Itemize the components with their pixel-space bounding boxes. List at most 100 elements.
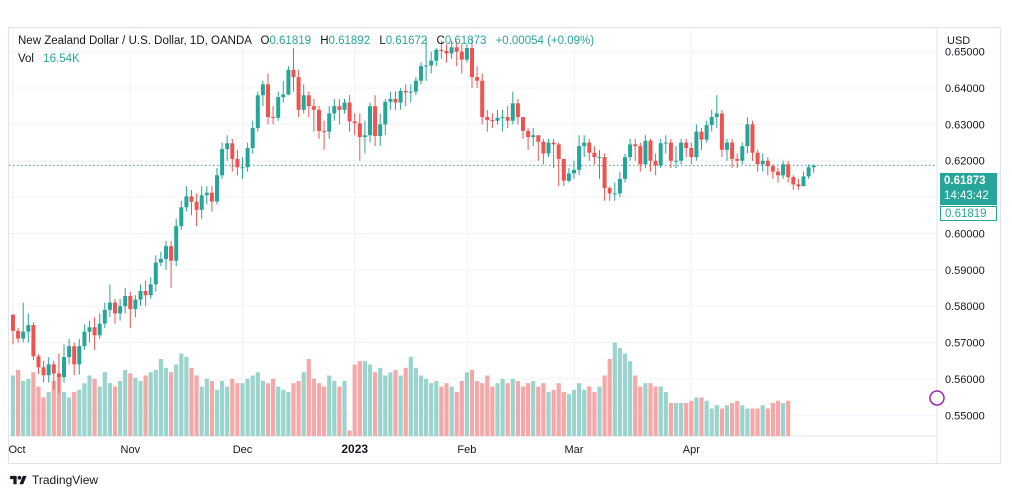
- volume-bar: [118, 381, 123, 436]
- candle: [204, 186, 209, 205]
- candle-body: [82, 331, 87, 347]
- candle: [770, 164, 775, 179]
- y-tick-label: 0.55000: [945, 410, 985, 422]
- candle: [311, 98, 316, 132]
- candle: [689, 142, 694, 165]
- candle: [755, 149, 760, 172]
- volume-bar: [281, 389, 286, 436]
- volume-bar: [174, 364, 179, 436]
- candle: [765, 157, 770, 176]
- volume-bar: [745, 408, 750, 436]
- candle: [158, 251, 163, 267]
- candle: [281, 80, 286, 103]
- volume-bar: [561, 392, 566, 436]
- volume-bar: [612, 342, 617, 436]
- volume-bar: [582, 389, 587, 436]
- candle-body: [220, 149, 225, 176]
- candle: [454, 40, 459, 67]
- tradingview-brand[interactable]: TradingView: [32, 473, 99, 487]
- candle-body: [597, 157, 602, 159]
- volume-bar: [163, 367, 169, 436]
- candle-body: [92, 327, 97, 336]
- volume-bar: [541, 383, 546, 436]
- price-axis[interactable]: USD0.650000.640000.630000.620000.610000.…: [945, 35, 985, 422]
- candle-body: [806, 167, 811, 177]
- candle-body: [16, 330, 21, 339]
- candle-body: [536, 135, 541, 142]
- volume-bar: [123, 370, 128, 436]
- candle-body: [459, 51, 464, 60]
- candle: [260, 80, 265, 107]
- candle: [67, 338, 72, 365]
- candle-body: [607, 188, 612, 194]
- candle-body: [454, 47, 459, 52]
- volume-bar: [786, 400, 791, 436]
- candle: [617, 171, 622, 198]
- candle: [459, 44, 464, 74]
- candle-body: [194, 201, 199, 210]
- candle-body: [505, 117, 510, 121]
- candle-body: [587, 142, 592, 153]
- candle-body: [668, 142, 673, 161]
- legend-low-value: 0.61672: [385, 35, 428, 47]
- candle-body: [408, 91, 413, 93]
- legend-open-value: 0.61819: [269, 35, 312, 47]
- candle: [291, 48, 296, 92]
- volume-bar: [97, 386, 102, 436]
- volume-bar: [143, 375, 148, 436]
- candle-body: [158, 258, 163, 263]
- volume-bar: [520, 386, 526, 436]
- candle: [271, 106, 276, 125]
- events-marker-icon[interactable]: [929, 390, 945, 406]
- candle-body: [424, 65, 429, 67]
- candle: [215, 168, 219, 205]
- candle-body: [566, 173, 571, 181]
- candle: [531, 128, 536, 147]
- open-price-tag: 0.61819: [940, 206, 997, 221]
- legend-volume: Vol 16.54K: [18, 53, 80, 65]
- candle: [82, 324, 87, 350]
- volume-bar: [306, 359, 311, 436]
- candle: [286, 66, 291, 96]
- candle-body: [143, 290, 148, 296]
- candle: [413, 77, 418, 96]
- volume-bar: [689, 400, 694, 436]
- candle-body: [11, 314, 15, 331]
- volume-bar: [714, 405, 719, 436]
- candle: [572, 160, 576, 179]
- volume-bar: [770, 403, 775, 436]
- volume-bar: [204, 378, 209, 436]
- volume-bar: [653, 386, 658, 436]
- candle-body: [56, 373, 61, 378]
- candle: [107, 284, 112, 318]
- candle-body: [515, 103, 520, 118]
- volume-bar: [735, 400, 740, 436]
- volume-bar: [276, 386, 281, 436]
- volume-bar: [658, 386, 663, 436]
- volume-bar: [102, 372, 107, 436]
- candle-body: [485, 117, 490, 120]
- candle: [470, 37, 474, 88]
- volume-bar: [699, 397, 704, 436]
- candle-body: [801, 176, 806, 187]
- volume-bar: [388, 372, 393, 436]
- candle-body: [500, 117, 505, 119]
- y-tick-label: 0.57000: [945, 338, 985, 350]
- volume-bar: [398, 375, 403, 436]
- candle: [56, 353, 61, 394]
- candle: [26, 313, 31, 343]
- candle-body: [765, 160, 770, 167]
- volume-bar: [673, 403, 679, 436]
- volume-bar: [566, 394, 571, 436]
- candle-body: [633, 144, 638, 147]
- candle: [801, 171, 806, 187]
- candle: [317, 106, 321, 139]
- candle: [225, 135, 230, 161]
- legend-low-label: L: [379, 35, 386, 47]
- volume-bar: [633, 375, 638, 436]
- tradingview-logo-icon[interactable]: [10, 474, 27, 487]
- candle: [97, 313, 102, 339]
- time-axis[interactable]: Oct Nov Dec 2023 Feb Mar Apr: [8, 442, 700, 456]
- candle-body: [281, 94, 286, 98]
